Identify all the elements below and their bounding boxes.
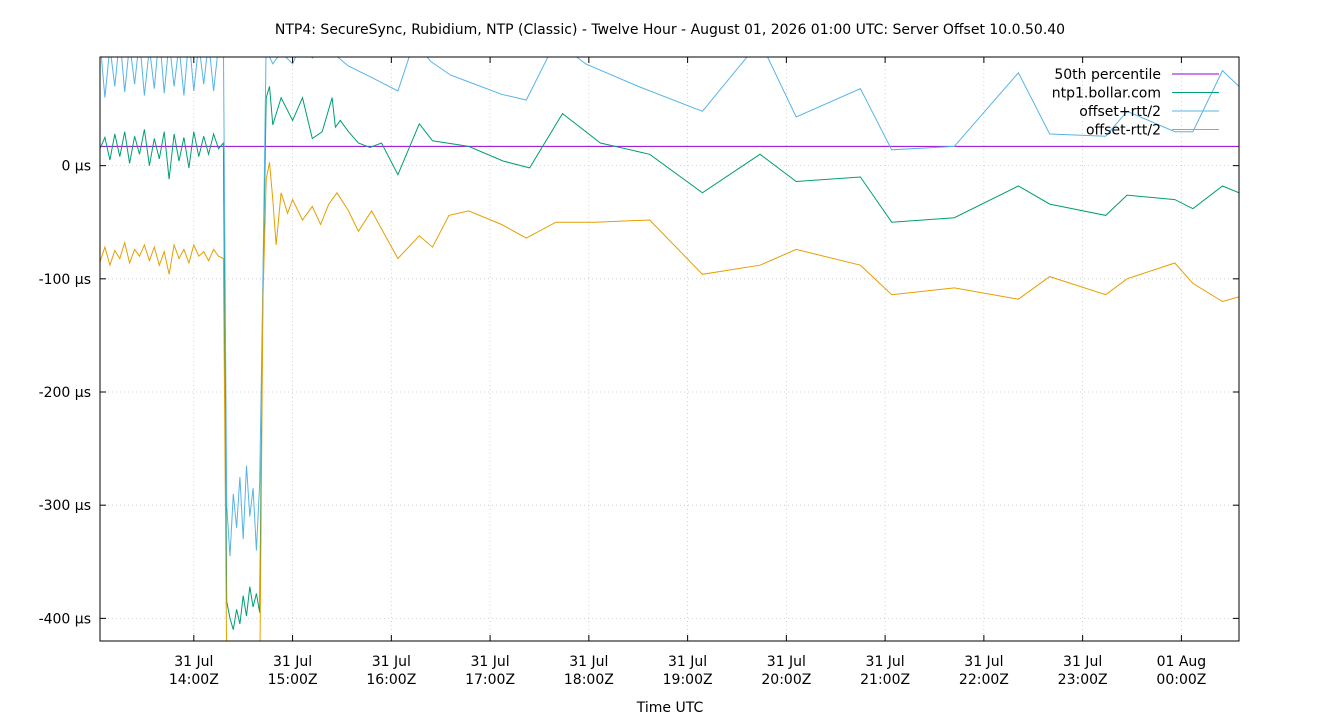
series-line (100, 86, 1239, 630)
x-tick-label-line: 31 Jul (174, 654, 213, 670)
x-tick-label: 31 Jul 19:00Z (663, 654, 713, 688)
legend-label: offset+rtt/2 (1079, 104, 1161, 120)
x-tick-label-line: 17:00Z (465, 672, 515, 688)
x-tick-label-line: 31 Jul (668, 654, 707, 670)
x-tick-label-line: 01 Aug (1157, 654, 1207, 670)
series-line (100, 57, 1239, 557)
series-lines (100, 57, 1239, 641)
x-tick-label-line: 31 Jul (767, 654, 806, 670)
plot-border (99, 56, 1240, 642)
x-tick-label: 31 Jul 23:00Z (1058, 654, 1108, 688)
x-tick-label-line: 18:00Z (564, 672, 614, 688)
x-tick-label: 31 Jul 21:00Z (860, 654, 910, 688)
x-tick-label-line: 16:00Z (366, 672, 416, 688)
x-tick-label: 31 Jul 18:00Z (564, 654, 614, 688)
axes: 0 µs -100 µs -200 µs -300 µs -400 µs 31 Jul 14… (39, 56, 1240, 688)
y-tick-label: -300 µs (39, 498, 91, 514)
x-axis-title: Time UTC (636, 700, 704, 716)
x-tick-label: 01 Aug 00:00Z (1156, 654, 1206, 688)
x-tick-label-line: 31 Jul (964, 654, 1003, 670)
x-tick-label-line: 19:00Z (663, 672, 713, 688)
x-tick-label: 31 Jul 14:00Z (169, 654, 219, 688)
x-tick-label-line: 22:00Z (959, 672, 1009, 688)
legend: 50th percentile ntp1.bollar.com offset+rtt… (1052, 67, 1219, 139)
x-tick-label: 31 Jul 17:00Z (465, 654, 515, 688)
x-tick-label-line: 20:00Z (761, 672, 811, 688)
y-tick-label: -400 µs (39, 611, 91, 627)
y-tick-label: -100 µs (39, 272, 91, 288)
grid-lines (100, 57, 1239, 641)
y-tick-label: 0 µs (61, 159, 91, 175)
x-tick-label-line: 31 Jul (471, 654, 510, 670)
legend-label: offset-rtt/2 (1086, 123, 1161, 139)
chart-title: NTP4: SecureSync, Rubidium, NTP (Classic… (275, 22, 1065, 38)
x-tick-label-line: 23:00Z (1058, 672, 1108, 688)
x-tick-label: 31 Jul 20:00Z (761, 654, 811, 688)
x-tick-label-line: 00:00Z (1156, 672, 1206, 688)
x-tick-label: 31 Jul 15:00Z (268, 654, 318, 688)
y-tick-label: -200 µs (39, 385, 91, 401)
x-tick-label-line: 31 Jul (866, 654, 905, 670)
legend-label: 50th percentile (1054, 67, 1161, 83)
x-tick-label-line: 15:00Z (268, 672, 318, 688)
x-tick-label-line: 31 Jul (569, 654, 608, 670)
legend-label: ntp1.bollar.com (1052, 86, 1161, 102)
series-line (100, 162, 1239, 641)
x-tick-label-line: 31 Jul (1063, 654, 1102, 670)
x-tick-label-line: 31 Jul (372, 654, 411, 670)
x-tick-label-line: 21:00Z (860, 672, 910, 688)
x-tick-label: 31 Jul 22:00Z (959, 654, 1009, 688)
x-tick-label-line: 31 Jul (273, 654, 312, 670)
x-tick-label: 31 Jul 16:00Z (366, 654, 416, 688)
x-tick-label-line: 14:00Z (169, 672, 219, 688)
